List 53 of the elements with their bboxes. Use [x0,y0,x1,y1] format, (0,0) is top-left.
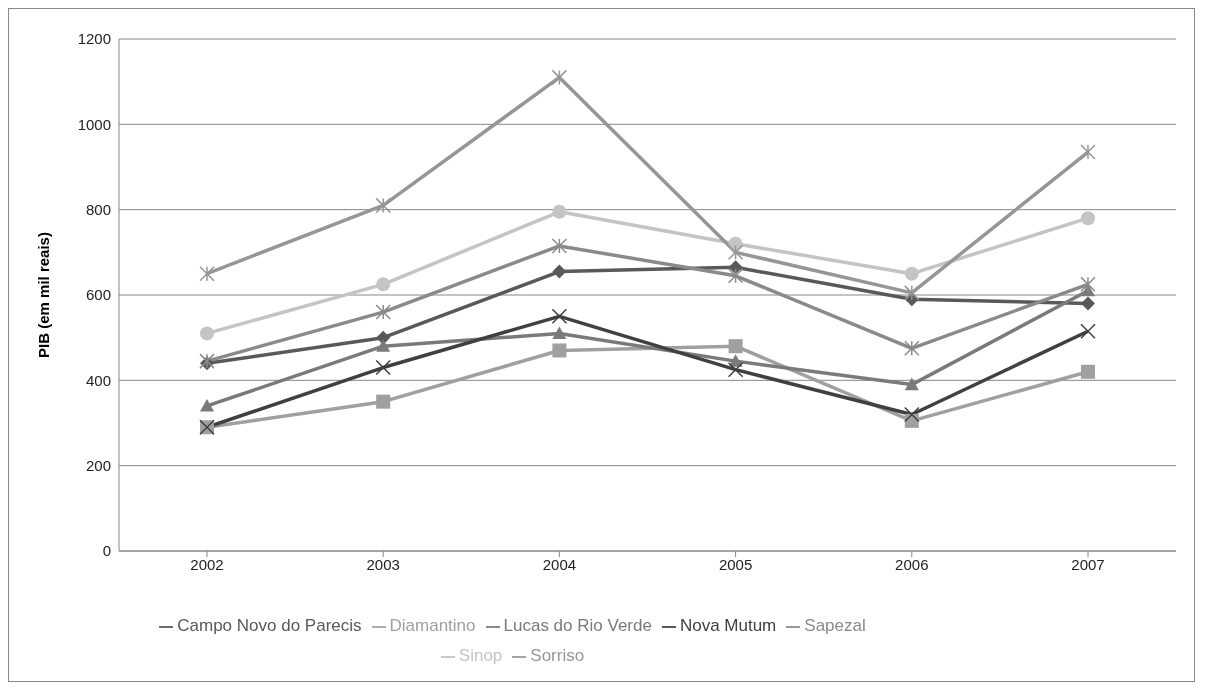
y-tick-label: 400 [85,371,111,389]
point [375,304,391,320]
point [904,340,920,357]
point [200,398,214,412]
point [552,343,567,358]
point [551,308,568,325]
x-tick-label: 2002 [190,555,224,573]
point [551,238,568,254]
point [728,339,743,354]
point [376,277,391,292]
point [1080,323,1096,340]
x-tick-label: 2003 [366,555,400,573]
x-tick-label: 2004 [542,555,577,573]
point [376,339,391,352]
y-tick-label: 1200 [77,30,111,48]
y-axis-title: PIB (em mil reais) [35,232,53,358]
point [904,266,919,281]
legend-label: Sinop [458,646,503,665]
point [551,69,568,86]
point [727,268,744,284]
point [727,361,744,378]
point [1080,144,1096,160]
point [1081,364,1095,379]
point [904,377,919,391]
legend-label: Sorriso [530,646,585,665]
y-tick-label: 200 [85,456,111,474]
legend-label: Sapezal [804,616,866,635]
point [1080,276,1096,293]
legend-label: Diamantino [389,616,476,635]
point [376,394,391,409]
y-tick-label: 1000 [77,115,111,133]
point [904,285,920,301]
y-tick-label: 800 [85,200,111,218]
point [552,264,567,279]
point [375,197,391,214]
legend-label: Nova Mutum [679,616,777,635]
point [728,260,743,275]
legend-label: Campo Novo do Parecis [177,616,362,635]
point [552,326,567,339]
y-tick-label: 600 [85,286,111,304]
point [375,359,391,376]
x-tick-label: 2007 [1071,555,1105,573]
point [200,326,214,341]
point [1081,296,1095,311]
point [552,204,567,219]
point [199,265,215,282]
legend-label: Lucas do Rio Verde [503,616,652,635]
point [1081,211,1095,226]
point [904,406,920,423]
y-tick-label: 0 [102,542,111,560]
point [727,244,744,261]
x-tick-label: 2005 [718,555,753,573]
x-tick-label: 2006 [895,555,929,573]
